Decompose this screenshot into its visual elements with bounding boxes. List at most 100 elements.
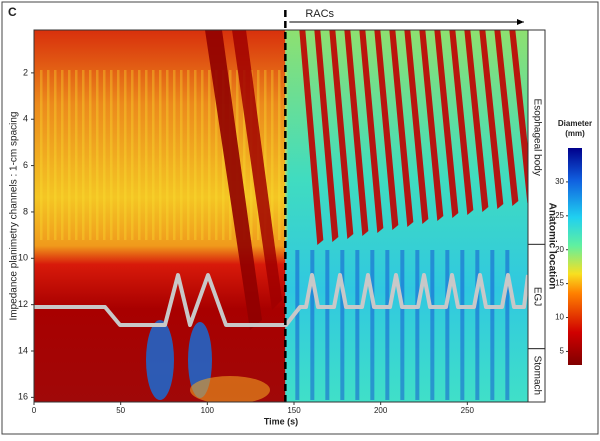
x-tick-label: 150 [287, 406, 301, 415]
trough [505, 250, 510, 400]
colorbar-tick-label: 30 [555, 177, 564, 186]
trough [340, 250, 345, 400]
stripe [96, 70, 99, 240]
band [205, 30, 262, 330]
stripe [243, 70, 246, 240]
trough [385, 250, 390, 400]
trough [355, 250, 360, 400]
trough [430, 250, 435, 400]
stripe [271, 70, 274, 240]
ridge [479, 30, 504, 209]
colorbar-tick-label: 10 [555, 313, 564, 322]
panel-label: C [8, 5, 17, 19]
ridge [299, 30, 324, 245]
y-tick-label: 16 [18, 392, 28, 402]
ridge [374, 30, 399, 230]
stripe [215, 70, 218, 240]
colorbar-label: Diameter [558, 119, 592, 128]
y-tick-label: 4 [23, 114, 28, 124]
stripe [131, 70, 134, 240]
y-tick-label: 2 [23, 67, 28, 77]
trough [310, 250, 315, 400]
region-label: Stomach [531, 356, 542, 395]
trough [415, 250, 420, 400]
stripe [138, 70, 141, 240]
colorbar-tick-label: 25 [555, 211, 564, 220]
y-tick-label: 8 [23, 206, 28, 216]
stripe [110, 70, 113, 240]
stripe [201, 70, 204, 240]
stripe [159, 70, 162, 240]
ridge [344, 30, 369, 236]
ridge [359, 30, 384, 233]
region-label: EGJ [531, 287, 542, 306]
ridge [389, 30, 414, 227]
ridge [314, 30, 339, 242]
colorbar-label: (mm) [565, 129, 585, 138]
stripe [89, 70, 92, 240]
marker-label: RACs [305, 8, 334, 20]
trough [325, 250, 330, 400]
y-tick-label: 6 [23, 160, 28, 170]
region-label: Esophageal body [531, 99, 542, 176]
ridge [449, 30, 474, 215]
y-tick-label: 10 [18, 253, 28, 263]
trough [370, 250, 375, 400]
stripe [264, 70, 267, 240]
colorbar-tick-label: 20 [555, 245, 564, 254]
stripe [54, 70, 57, 240]
ridge [464, 30, 489, 212]
stripe [152, 70, 155, 240]
region-box [527, 348, 546, 403]
stripe [145, 70, 148, 240]
stripe [82, 70, 85, 240]
stripe [278, 70, 281, 240]
band [232, 30, 282, 310]
stripe [180, 70, 183, 240]
stripe [61, 70, 64, 240]
ridge [494, 30, 519, 206]
ridge [434, 30, 459, 218]
colorbar-tick-label: 5 [560, 347, 565, 356]
trough [400, 250, 405, 400]
stripe [75, 70, 78, 240]
arrow-head [517, 19, 524, 25]
stripe [187, 70, 190, 240]
blob [146, 320, 174, 400]
stripe [173, 70, 176, 240]
trough [460, 250, 465, 400]
colorbar-tick-label: 15 [555, 279, 564, 288]
trough [295, 250, 300, 400]
trough [490, 250, 495, 400]
stripe [194, 70, 197, 240]
ridge [329, 30, 354, 239]
stripe [208, 70, 211, 240]
x-tick-label: 0 [32, 406, 37, 415]
colorbar [568, 148, 582, 365]
x-tick-label: 200 [374, 406, 388, 415]
y-tick-label: 14 [18, 345, 28, 355]
stripe [166, 70, 169, 240]
x-tick-label: 50 [116, 406, 125, 415]
blob [190, 376, 270, 402]
stripe [117, 70, 120, 240]
trough [445, 250, 450, 400]
stripe [40, 70, 43, 240]
trough [475, 250, 480, 400]
x-tick-label: 250 [461, 406, 475, 415]
x-tick-label: 100 [201, 406, 215, 415]
ridge [404, 30, 429, 224]
regions-title: Anatomic location [546, 203, 557, 290]
stripe [124, 70, 127, 240]
y-tick-label: 12 [18, 299, 28, 309]
stripe [222, 70, 225, 240]
stripe [103, 70, 106, 240]
egj-trace [34, 273, 528, 327]
heatmap [34, 30, 528, 402]
x-label: Time (s) [264, 416, 298, 426]
stripe [68, 70, 71, 240]
stripe [47, 70, 50, 240]
ridge [419, 30, 444, 221]
